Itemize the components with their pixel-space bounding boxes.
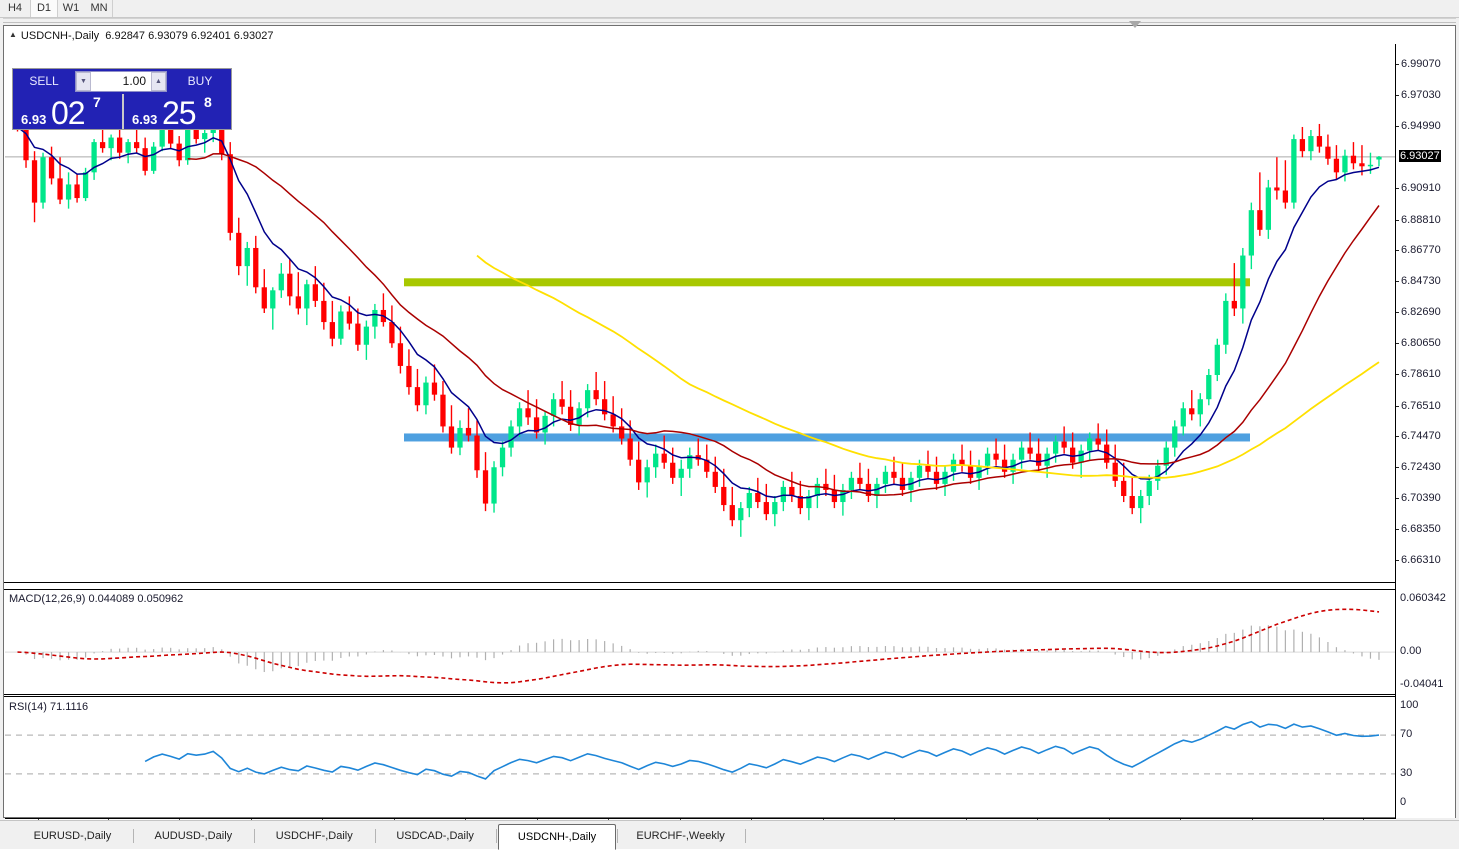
tab-separator bbox=[495, 829, 497, 843]
buy-price-prefix: 6.93 bbox=[132, 112, 158, 127]
sell-price-pipette: 7 bbox=[93, 94, 101, 110]
timeframe-d1[interactable]: D1 bbox=[30, 0, 58, 17]
timeframe-h4[interactable]: H4 bbox=[7, 2, 23, 14]
trade-panel-top-row: SELL ▼ 1.00 ▲ BUY bbox=[13, 69, 231, 94]
quote-divider bbox=[122, 94, 124, 129]
chart-tab-bar: EURUSD-,Daily AUDUSD-,Daily USDCHF-,Daily U… bbox=[0, 820, 1459, 850]
price-label: 6.97030 bbox=[1396, 89, 1441, 102]
price-label: 6.78610 bbox=[1396, 367, 1441, 380]
price-label: 6.72430 bbox=[1396, 461, 1441, 474]
sell-price-prefix: 6.93 bbox=[21, 112, 47, 127]
tab-separator bbox=[132, 829, 134, 843]
price-label: 6.90910 bbox=[1396, 181, 1441, 194]
buy-price-pipette: 8 bbox=[204, 94, 212, 110]
price-label: 6.82690 bbox=[1396, 306, 1441, 319]
chart-tab-eurchf[interactable]: EURCHF-,Weekly bbox=[636, 830, 725, 842]
macd-pane[interactable] bbox=[5, 591, 1396, 695]
trade-panel-quotes: 6.93 02 7 6.93 25 8 bbox=[13, 94, 233, 131]
triangle-up-icon[interactable]: ▲ bbox=[9, 30, 17, 39]
rsi-scale-0: 0 bbox=[1400, 796, 1407, 808]
macd-label: MACD(12,26,9) 0.044089 0.050962 bbox=[9, 593, 184, 605]
sell-button[interactable]: SELL bbox=[17, 71, 71, 92]
timeframe-toolbar: H4 D1 W1 MN bbox=[0, 0, 1459, 18]
chart-tab-audusd[interactable]: AUDUSD-,Daily bbox=[154, 830, 233, 842]
rsi-pane[interactable] bbox=[5, 698, 1396, 817]
chart-position-marker-icon bbox=[1129, 21, 1141, 28]
price-label: 6.80650 bbox=[1396, 337, 1441, 349]
price-label: 6.99070 bbox=[1396, 58, 1441, 71]
timeframe-w1[interactable]: W1 bbox=[62, 2, 80, 14]
pane-separator-2 bbox=[4, 694, 1397, 695]
pane-separator-1 bbox=[4, 582, 1397, 583]
chart-tab-usdcad[interactable]: USDCAD-,Daily bbox=[396, 830, 474, 842]
one-click-trading-panel[interactable]: SELL ▼ 1.00 ▲ BUY 6.93 02 7 6.93 25 bbox=[12, 68, 233, 131]
tab-separator bbox=[744, 829, 746, 843]
sell-price[interactable]: 6.93 02 7 bbox=[13, 94, 122, 131]
tab-separator bbox=[374, 829, 376, 843]
pane-separator-2b bbox=[4, 696, 1397, 697]
price-label: 6.76510 bbox=[1396, 399, 1441, 412]
volume-stepper[interactable]: ▼ 1.00 ▲ bbox=[75, 71, 167, 92]
macd-chart-svg bbox=[5, 608, 1396, 684]
macd-scale-max: 0.060342 bbox=[1400, 592, 1446, 604]
chart-tab-eurusd[interactable]: EURUSD-,Daily bbox=[33, 830, 112, 842]
buy-price-big: 25 bbox=[162, 95, 197, 131]
chart-ohlc-values: 6.92847 6.93079 6.92401 6.93027 bbox=[105, 30, 274, 42]
sell-price-big: 02 bbox=[51, 95, 86, 131]
price-label: 6.68350 bbox=[1396, 523, 1441, 536]
tab-separator bbox=[253, 829, 255, 843]
price-label: 6.94990 bbox=[1396, 120, 1441, 133]
chart-symbol-label: USDCNH-,Daily bbox=[20, 30, 100, 42]
buy-price[interactable]: 6.93 25 8 bbox=[124, 94, 233, 131]
timeframe-mn[interactable]: MN bbox=[90, 2, 108, 14]
chevron-up-icon[interactable]: ▲ bbox=[151, 72, 166, 91]
price-pane[interactable] bbox=[5, 44, 1396, 582]
macd-scale-zero: 0.00 bbox=[1400, 645, 1422, 658]
price-label: 6.84730 bbox=[1396, 275, 1441, 288]
price-label: 6.86770 bbox=[1396, 244, 1441, 257]
chart-tab-usdcnh[interactable]: USDCNH-,Daily bbox=[497, 824, 617, 850]
price-label: 6.70390 bbox=[1396, 492, 1441, 505]
rsi-scale-30: 30 bbox=[1400, 766, 1413, 779]
price-label: 6.88810 bbox=[1396, 213, 1441, 226]
chart-window: ▲ USDCNH-,Daily 6.92847 6.93079 6.92401 6… bbox=[3, 25, 1456, 836]
price-label: 6.74470 bbox=[1396, 430, 1441, 443]
macd-scale-min: -0.04041 bbox=[1400, 678, 1444, 690]
chart-title-bar: ▲ USDCNH-,Daily 6.92847 6.93079 6.92401 6… bbox=[4, 26, 1455, 43]
rsi-label: RSI(14) 71.1116 bbox=[9, 701, 89, 713]
tab-separator bbox=[616, 829, 618, 843]
volume-input[interactable]: 1.00 bbox=[122, 74, 146, 88]
rsi-scale-100: 100 bbox=[1400, 699, 1419, 711]
price-chart-svg bbox=[5, 108, 1396, 537]
buy-button[interactable]: BUY bbox=[173, 71, 227, 92]
current-price-label: 6.93027 bbox=[1399, 149, 1441, 162]
chart-tab-usdchf[interactable]: USDCHF-,Daily bbox=[275, 830, 353, 842]
rsi-chart-svg bbox=[5, 720, 1396, 780]
chart-horizontal-scrollbar[interactable] bbox=[3, 18, 1456, 23]
price-label: 6.66310 bbox=[1396, 553, 1441, 566]
toolbar-divider bbox=[112, 0, 113, 17]
pane-separator-1b bbox=[4, 589, 1397, 590]
price-scale[interactable]: 6.99070 6.97030 6.94990 6.90910 6.88810 6.867… bbox=[1395, 44, 1455, 818]
rsi-scale-70: 70 bbox=[1400, 728, 1413, 741]
chevron-down-icon[interactable]: ▼ bbox=[76, 72, 91, 91]
